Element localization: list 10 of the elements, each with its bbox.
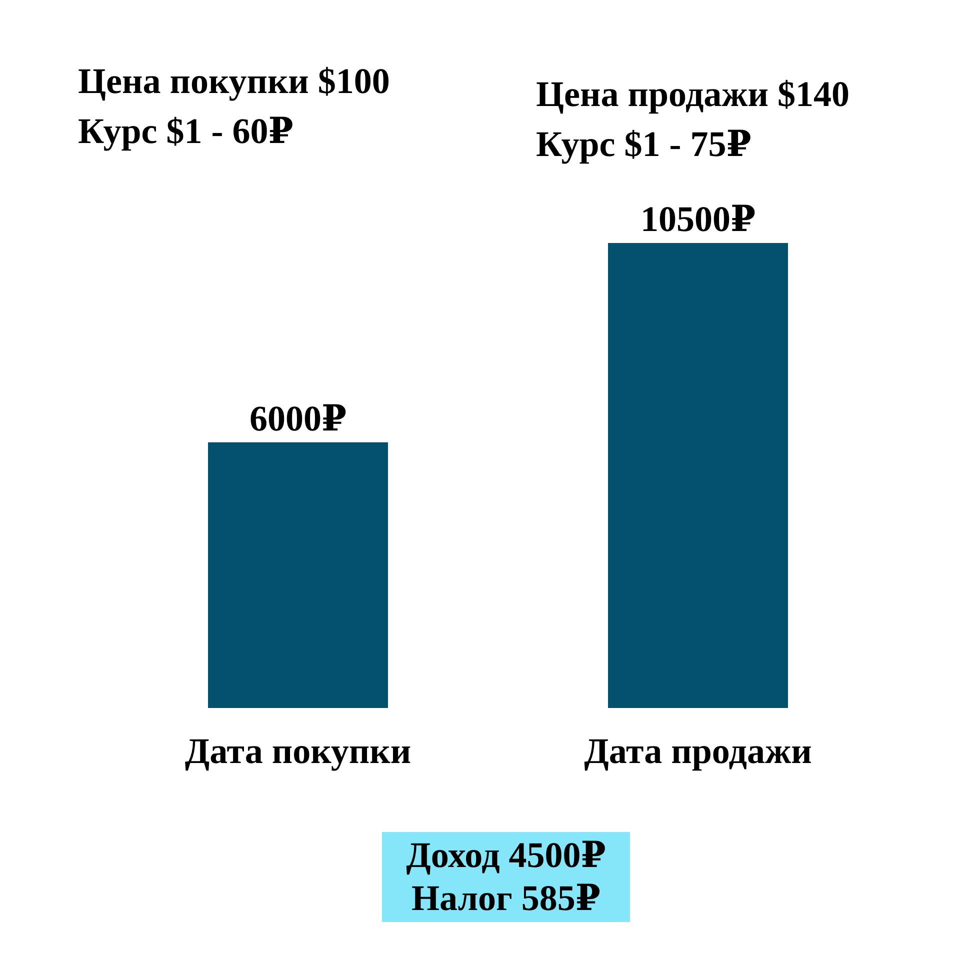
x-tick-label: Дата продажи <box>584 731 812 771</box>
text: Доход 4500₽ <box>406 835 606 875</box>
text: Цена покупки $100 <box>78 61 390 101</box>
text: Курс $1 - 60₽ <box>78 111 294 151</box>
x-tick-label: Дата покупки <box>184 731 412 771</box>
text: Цена продажи $140 <box>536 74 850 114</box>
text: Налог 585₽ <box>412 878 600 918</box>
data-label: 6000₽ <box>249 398 347 438</box>
text: Курс $1 - 75₽ <box>536 124 752 164</box>
data-label: 10500₽ <box>640 199 756 239</box>
